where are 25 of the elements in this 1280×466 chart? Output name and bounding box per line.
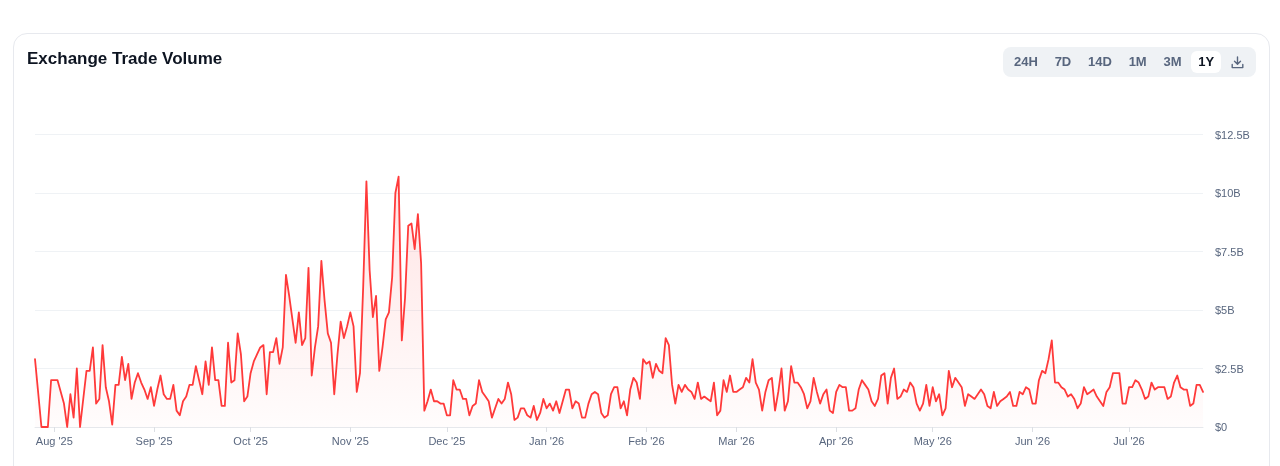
x-tick-label: Sep '25 — [135, 434, 173, 447]
x-tick-label: Feb '26 — [628, 434, 665, 447]
y-tick-label: $12.5B — [1215, 128, 1250, 141]
x-tick-label: Jan '26 — [529, 434, 565, 447]
x-tick-label: Apr '26 — [818, 434, 854, 447]
y-tick-label: $0 — [1215, 421, 1228, 433]
range-label: 14D — [1087, 53, 1113, 71]
range-button: 1Y — [1191, 51, 1222, 73]
y-tick-label: $5B — [1215, 304, 1235, 316]
x-tick-label: Jul '26 — [1113, 434, 1145, 447]
x-tick-label: Mar '26 — [718, 434, 755, 447]
range-label: 24H — [1013, 53, 1039, 71]
y-tick-label: $2.5B — [1215, 362, 1244, 375]
x-tick-label: May '26 — [913, 434, 952, 447]
x-tick-label: Aug '25 — [35, 434, 73, 447]
range-label: 1M — [1127, 53, 1148, 71]
range-label: 7D — [1053, 53, 1073, 71]
chart-title: Exchange Trade Volume — [27, 49, 223, 69]
y-tick-label: $10B — [1215, 187, 1241, 199]
x-tick-label: Jun '26 — [1014, 434, 1051, 447]
range-label: 3M — [1162, 53, 1183, 71]
x-tick-label: Oct '25 — [233, 434, 268, 447]
y-tick-label: $7.5B — [1215, 245, 1244, 258]
x-tick-label: Nov '25 — [331, 434, 369, 447]
x-tick-label: Dec '25 — [428, 434, 466, 447]
